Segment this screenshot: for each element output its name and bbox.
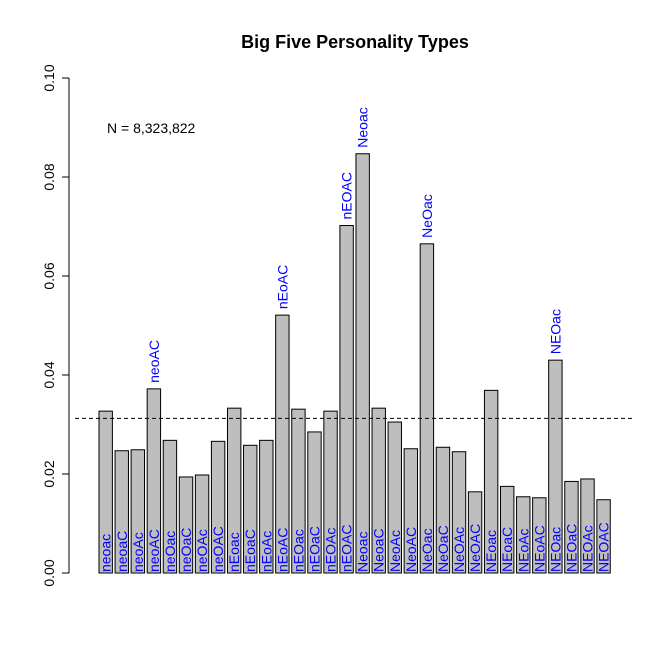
bar [130, 449, 146, 574]
bar-labels-group: neoac neoaC neoAc neoAC neOac neOaC neOAc neOAC… [98, 522, 612, 572]
bar-category-label: neOAC [210, 526, 226, 572]
bar [500, 485, 515, 574]
y-axis: 0.00 0.02 0.04 0.06 0.08 0.10 [41, 64, 70, 587]
bar-category-label: Neoac [355, 532, 371, 572]
y-tick-label: 0.04 [41, 361, 57, 388]
bar [146, 388, 162, 574]
chart-title: Big Five Personality Types [241, 32, 469, 52]
bar-category-label: nEoac [226, 532, 242, 572]
y-tick-label: 0.02 [41, 460, 57, 487]
bar [162, 439, 178, 574]
bar-category-label: nEOAC [339, 525, 355, 572]
bar [532, 497, 547, 574]
bar [291, 408, 306, 574]
y-tick-label: 0.06 [41, 262, 57, 289]
bar-category-label: neOaC [178, 528, 194, 572]
bar-category-label: NEoaC [499, 527, 515, 572]
bar-category-label: NEoAC [531, 525, 547, 572]
bars-group [98, 153, 611, 574]
bar-category-label: NeOAc [451, 527, 467, 572]
bar [210, 440, 226, 574]
bar-top-label: NeOac [419, 194, 435, 238]
bar-category-label: NEoAc [515, 528, 531, 572]
bar [403, 448, 419, 574]
bar [178, 476, 194, 574]
bar-category-label: NeOaC [435, 525, 451, 572]
bar-category-label: nEoaC [242, 529, 258, 572]
bar-category-label: neOac [162, 531, 178, 572]
bar [243, 444, 258, 574]
bar-category-label: neoAc [130, 532, 146, 572]
bar [98, 410, 113, 574]
bar [371, 407, 386, 574]
bar-category-label: nEOaC [306, 526, 322, 572]
bar-top-label: Neoac [355, 107, 371, 147]
y-tick-label: 0.08 [41, 163, 57, 190]
bar-category-label: nEOAc [323, 528, 339, 572]
bar-top-label: nEOAC [339, 172, 355, 219]
bar [194, 474, 210, 574]
bar [580, 478, 595, 574]
bar-category-label: neoaC [114, 531, 130, 572]
bar-category-label: neoAC [146, 529, 162, 572]
bar-category-label: NeOAC [467, 524, 483, 572]
bar-category-label: neOAc [194, 529, 210, 572]
bar [323, 410, 338, 574]
bar-category-label: NEOaC [563, 524, 579, 572]
bar-category-label: NEoac [483, 530, 499, 572]
bar [564, 480, 579, 574]
bar-category-label: NeoAC [403, 527, 419, 572]
bar-category-label: nEOac [290, 529, 306, 572]
top-labels-group: neoAC nEoAC nEOAC Neoac NeOac NEOac [146, 107, 564, 383]
bar [516, 496, 531, 574]
sample-size-annotation: N = 8,323,822 [107, 120, 196, 136]
bar-category-label: NEOAc [580, 525, 596, 572]
bar [548, 359, 563, 574]
bar-category-label: nEoAC [274, 528, 290, 572]
bar [275, 314, 290, 574]
bar-category-label: NeOac [419, 528, 435, 572]
bar [355, 153, 370, 574]
bar-category-label: neoac [98, 534, 114, 572]
bar-category-label: NeoAc [387, 530, 403, 572]
bar [596, 499, 611, 574]
bar [307, 431, 322, 574]
bar [467, 491, 483, 574]
bar [259, 439, 274, 574]
bar-category-label: NEOac [547, 527, 563, 572]
bar-category-label: NEOAC [596, 522, 612, 572]
bar [339, 225, 354, 574]
bar [419, 243, 435, 574]
bar [451, 451, 467, 574]
bar [226, 407, 242, 574]
bar-top-label: nEoAC [274, 265, 290, 309]
bar [387, 421, 402, 574]
bar-top-label: NEOac [547, 309, 563, 354]
bar-top-label: neoAC [146, 340, 162, 383]
y-tick-label: 0.00 [41, 559, 57, 586]
y-tick-label: 0.10 [41, 64, 57, 91]
bar [435, 446, 451, 574]
bar [114, 450, 129, 574]
bar [483, 389, 499, 574]
bar-category-label: nEoAc [258, 531, 274, 572]
bar-category-label: NeoaC [371, 528, 387, 572]
